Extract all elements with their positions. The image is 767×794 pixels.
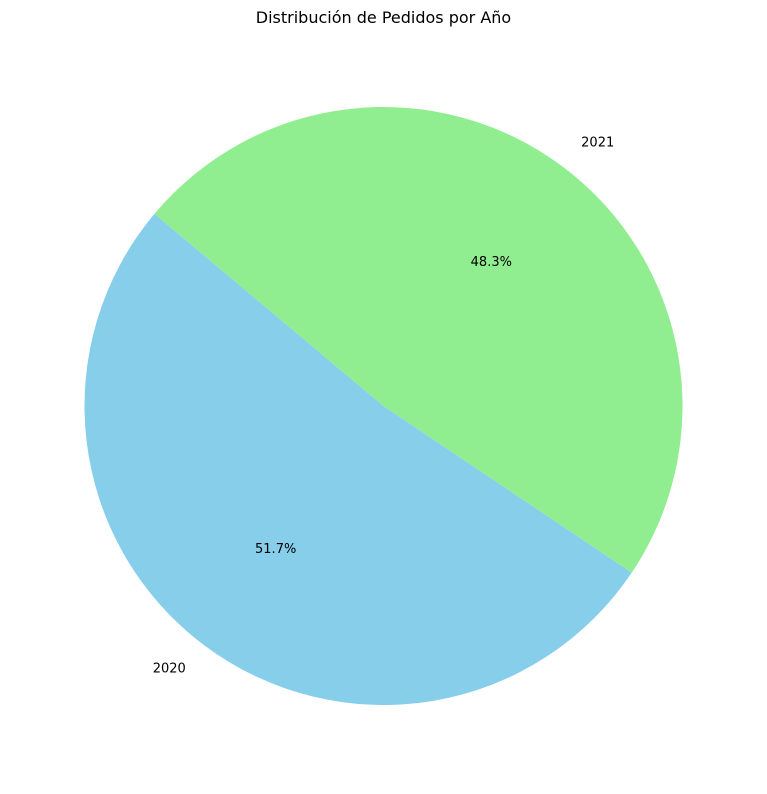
chart-title: Distribución de Pedidos por Año xyxy=(256,8,511,27)
category-label-2021: 2021 xyxy=(581,136,614,151)
pie-slice-2021 xyxy=(154,107,683,573)
pie-slice-2020 xyxy=(84,213,632,706)
percent-label-2020: 51.7% xyxy=(255,542,296,557)
category-label-2020: 2020 xyxy=(153,661,186,676)
pie-slices xyxy=(84,107,683,706)
pie-labels: 2020 51.7% 2021 48.3% xyxy=(153,136,615,677)
percent-label-2021: 48.3% xyxy=(471,255,512,270)
